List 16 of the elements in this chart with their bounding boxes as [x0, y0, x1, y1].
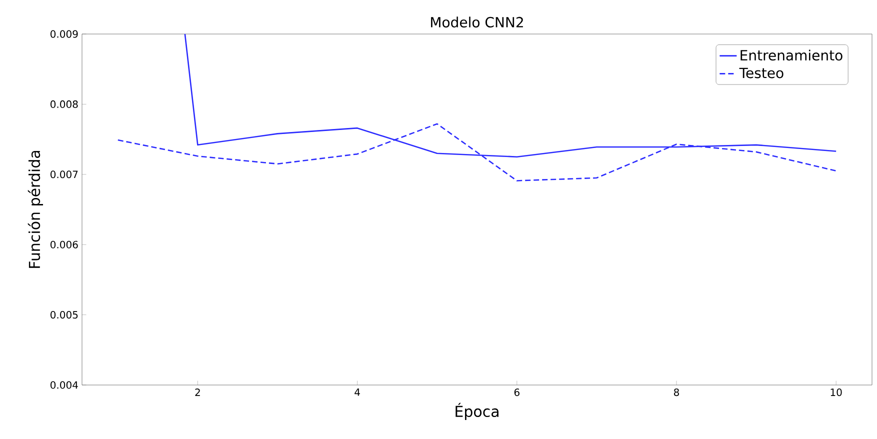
x-axis-title: Época	[456, 402, 498, 420]
y-tick-label: 0.008	[50, 100, 78, 108]
chart-title: Modelo CNN2	[431, 16, 523, 28]
x-tick-label: 10	[830, 388, 842, 396]
y-axis-title: Función pérdida	[28, 150, 44, 268]
y-tick-label: 0.005	[50, 311, 78, 319]
y-tick-label: 0.007	[50, 170, 78, 178]
x-tick-label: 4	[354, 388, 360, 396]
y-tick-label: 0.009	[50, 30, 78, 38]
x-tick-label: 8	[674, 388, 679, 396]
x-tick-label: 2	[195, 388, 200, 396]
legend-label: Testeo	[739, 68, 784, 78]
y-tick-label: 0.006	[50, 240, 78, 248]
legend-label: Entrenamiento	[740, 50, 842, 61]
x-tick-label: 6	[514, 388, 520, 396]
y-tick-label: 0.004	[50, 381, 78, 389]
